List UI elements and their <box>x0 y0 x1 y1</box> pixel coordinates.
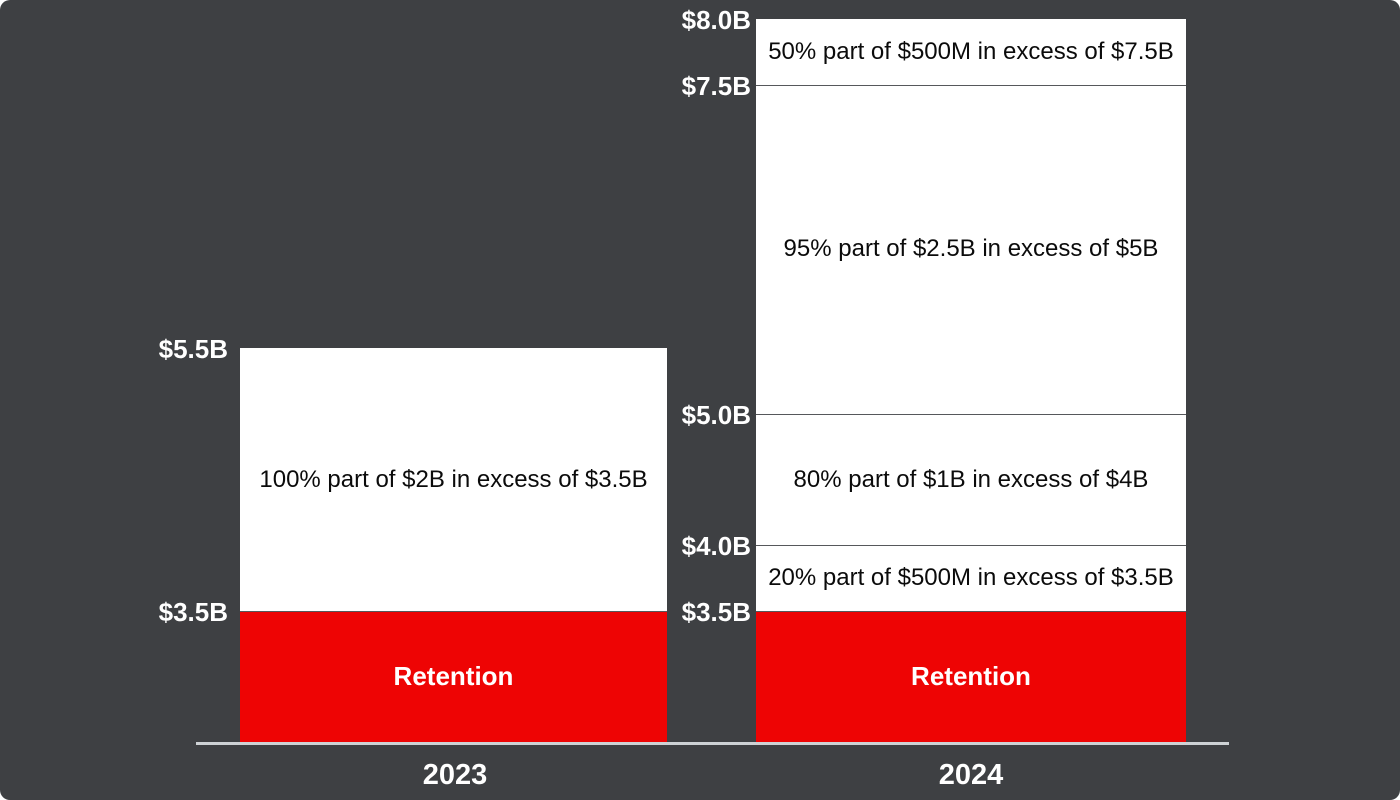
tick-label-2024-8.0: $8.0B <box>681 5 751 36</box>
tick-label-2024-3.5: $3.5B <box>681 597 751 627</box>
layer-segment-label: 95% part of $2.5B in excess of $5B <box>783 235 1159 263</box>
retention-label: Retention <box>911 661 1031 691</box>
tick-label-2023-3.5: $3.5B <box>158 597 228 627</box>
layer-segment-2023-1: 100% part of $2B in excess of $3.5B <box>240 348 667 611</box>
tick-label-2024-4.0: $4.0B <box>681 531 751 562</box>
layer-segment-label: 80% part of $1B in excess of $4B <box>793 465 1149 493</box>
layer-segment-2024-3: 95% part of $2.5B in excess of $5B <box>756 85 1186 414</box>
tick-label-2024-5.0: $5.0B <box>681 399 751 430</box>
segment-boundary-line <box>756 610 1186 612</box>
segment-boundary-line <box>756 544 1186 547</box>
x-axis-line <box>196 742 1229 745</box>
layer-segment-label: 100% part of $2B in excess of $3.5B <box>259 465 648 493</box>
tick-label-2024-7.5: $7.5B <box>681 71 751 101</box>
x-axis-category-2024: 2024 <box>938 759 1004 791</box>
retention-segment-2024: Retention <box>756 611 1186 742</box>
segment-boundary-line <box>240 610 667 612</box>
layer-segment-label: 20% part of $500M in excess of $3.5B <box>768 564 1174 592</box>
layer-segment-2024-4: 50% part of $500M in excess of $7.5B <box>756 19 1186 85</box>
layer-segment-label: 50% part of $500M in excess of $7.5B <box>768 38 1174 66</box>
layer-segment-2024-1: 20% part of $500M in excess of $3.5B <box>756 545 1186 611</box>
layer-segment-2024-2: 80% part of $1B in excess of $4B <box>756 413 1186 546</box>
segment-boundary-line <box>756 84 1186 86</box>
retention-segment-2023: Retention <box>240 611 667 742</box>
x-axis-category-2023: 2023 <box>422 759 488 791</box>
tick-label-2023-5.5: $5.5B <box>158 334 228 364</box>
retention-label: Retention <box>393 661 514 691</box>
segment-boundary-line <box>756 412 1186 415</box>
